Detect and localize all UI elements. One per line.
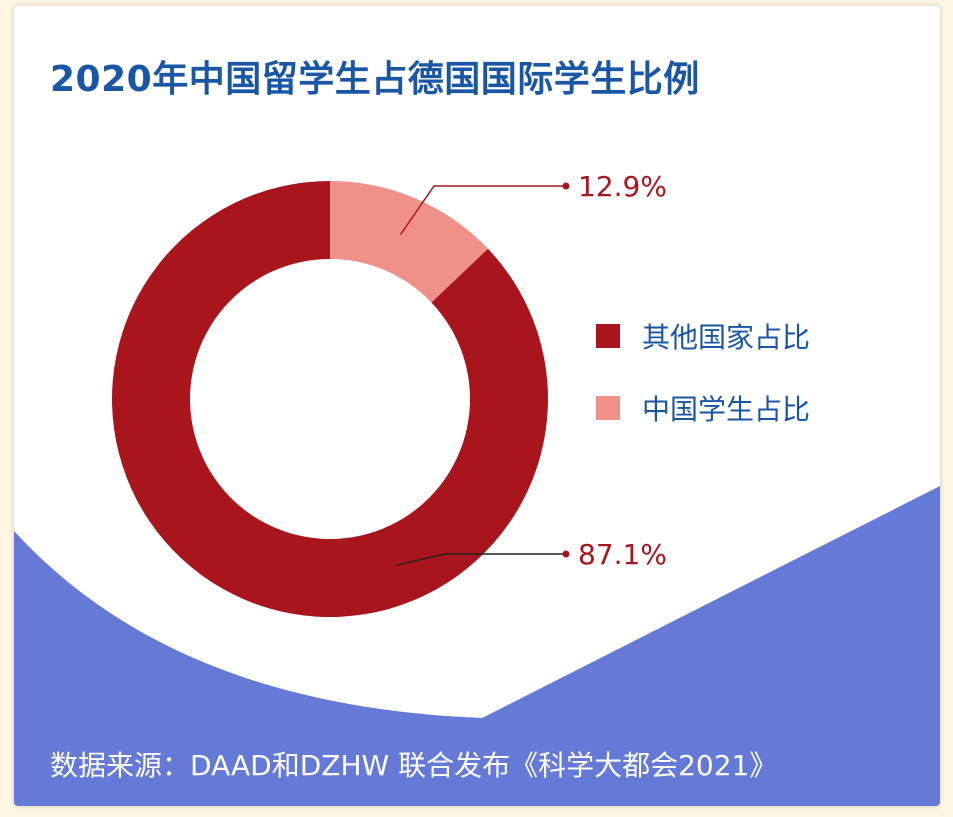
donut-chart <box>111 181 548 617</box>
legend: 其他国家占比 中国学生占比 <box>596 318 810 462</box>
data-label-other: 87.1% <box>578 538 667 571</box>
data-label-china: 12.9% <box>578 170 667 203</box>
legend-swatch-other <box>596 324 620 348</box>
chart-canvas: 12.9% 87.1% <box>14 170 940 806</box>
callouts: 12.9% 87.1% <box>395 170 667 571</box>
background-wave <box>14 486 940 806</box>
chart-card: 12.9% 87.1% 2020年中国留学生占德国国际学生比例 其他国家占比 中国… <box>14 6 940 806</box>
callout-dot-other <box>562 550 570 558</box>
legend-item-china: 中国学生占比 <box>596 390 810 426</box>
legend-label-china: 中国学生占比 <box>642 393 811 426</box>
slice-china <box>330 181 488 303</box>
callout-line-china <box>399 185 566 235</box>
legend-label-other: 其他国家占比 <box>642 321 811 354</box>
callout-dot-china <box>562 182 570 190</box>
slice-other <box>111 181 548 617</box>
source-note: 数据来源：DAAD和DZHW 联合发布《科学大都会2021》 <box>50 749 778 782</box>
callout-line-other <box>395 553 566 567</box>
chart-title: 2020年中国留学生占德国国际学生比例 <box>50 59 700 100</box>
legend-swatch-china <box>596 396 620 420</box>
legend-item-other: 其他国家占比 <box>596 318 810 354</box>
